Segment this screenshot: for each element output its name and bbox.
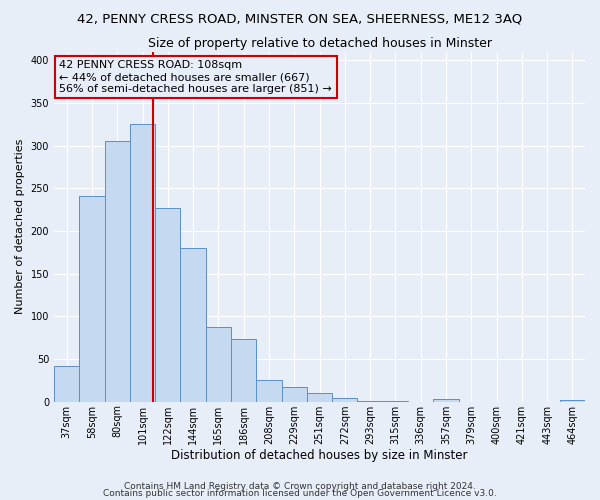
Bar: [383, 401, 408, 402]
Bar: [433, 399, 458, 402]
Bar: [281, 387, 307, 402]
Bar: [332, 398, 358, 402]
Bar: [256, 380, 281, 402]
Bar: [130, 124, 155, 402]
Text: Contains public sector information licensed under the Open Government Licence v3: Contains public sector information licen…: [103, 489, 497, 498]
Title: Size of property relative to detached houses in Minster: Size of property relative to detached ho…: [148, 38, 491, 51]
X-axis label: Distribution of detached houses by size in Minster: Distribution of detached houses by size …: [171, 450, 468, 462]
Bar: [104, 142, 130, 402]
Bar: [231, 340, 256, 402]
Bar: [206, 328, 231, 402]
Bar: [79, 196, 104, 402]
Bar: [54, 366, 79, 402]
Bar: [307, 393, 332, 402]
Bar: [358, 401, 383, 402]
Y-axis label: Number of detached properties: Number of detached properties: [15, 139, 25, 314]
Text: 42, PENNY CRESS ROAD, MINSTER ON SEA, SHEERNESS, ME12 3AQ: 42, PENNY CRESS ROAD, MINSTER ON SEA, SH…: [77, 12, 523, 26]
Bar: [560, 400, 585, 402]
Bar: [155, 208, 181, 402]
Text: Contains HM Land Registry data © Crown copyright and database right 2024.: Contains HM Land Registry data © Crown c…: [124, 482, 476, 491]
Bar: [181, 248, 206, 402]
Text: 42 PENNY CRESS ROAD: 108sqm
← 44% of detached houses are smaller (667)
56% of se: 42 PENNY CRESS ROAD: 108sqm ← 44% of det…: [59, 60, 332, 94]
